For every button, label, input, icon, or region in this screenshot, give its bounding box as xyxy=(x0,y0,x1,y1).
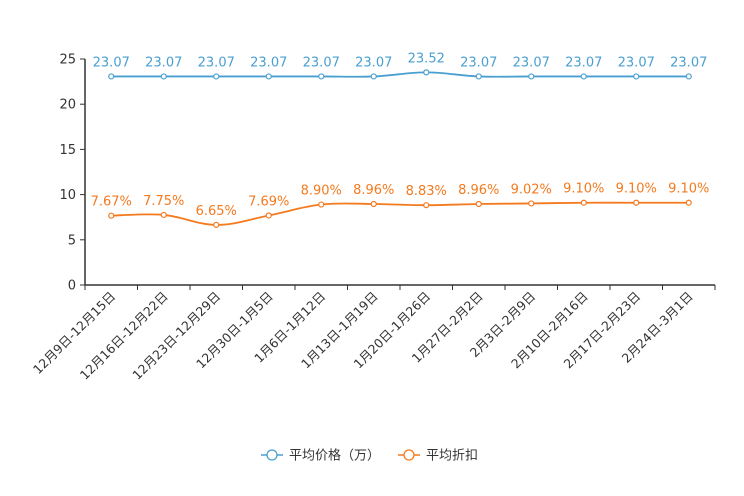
data-label: 8.83% xyxy=(406,184,447,199)
data-point[interactable] xyxy=(685,73,692,80)
data-label: 23.07 xyxy=(355,55,392,70)
legend-item-0[interactable]: 平均价格（万） xyxy=(261,448,380,464)
data-label: 8.96% xyxy=(458,183,499,198)
data-point[interactable] xyxy=(528,73,535,80)
data-point[interactable] xyxy=(265,212,272,219)
data-label: 23.07 xyxy=(198,55,235,70)
legend-item-1[interactable]: 平均折扣 xyxy=(398,449,478,464)
data-point[interactable] xyxy=(528,200,535,207)
data-label: 8.96% xyxy=(353,183,394,198)
axes xyxy=(84,59,715,286)
data-point[interactable] xyxy=(318,73,325,80)
data-label: 23.07 xyxy=(460,55,497,70)
data-label: 9.10% xyxy=(563,182,604,197)
data-point[interactable] xyxy=(475,200,482,208)
data-label: 23.07 xyxy=(618,55,655,70)
legend-marker-icon xyxy=(403,449,415,461)
data-point[interactable] xyxy=(160,73,167,80)
data-label: 7.75% xyxy=(143,194,184,209)
y-tick-label: 10 xyxy=(59,188,76,203)
series-line-1 xyxy=(111,201,689,226)
data-label: 23.07 xyxy=(93,55,130,70)
data-label: 23.07 xyxy=(145,55,182,70)
data-point[interactable] xyxy=(108,212,115,219)
data-label: 23.07 xyxy=(303,55,340,70)
data-label: 23.52 xyxy=(408,51,445,66)
legend-label: 平均折扣 xyxy=(426,449,478,464)
series-layer: 23.07 23.07 23.07 23.07 23.07 23.07 23.52 23.07… xyxy=(91,51,709,228)
data-label: 7.67% xyxy=(91,195,132,210)
x-axis-ticks: 12月9日-12月15日12月16日-12月22日12月23日-12月29日12… xyxy=(30,285,716,383)
y-axis-ticks: 0 5 10 15 20 25 xyxy=(59,53,85,294)
data-point[interactable] xyxy=(423,69,430,76)
data-point[interactable] xyxy=(580,199,587,206)
data-point[interactable] xyxy=(685,199,692,206)
data-point[interactable] xyxy=(160,211,167,219)
y-tick-label: 25 xyxy=(59,53,76,68)
data-point[interactable] xyxy=(265,73,272,80)
data-label: 23.07 xyxy=(565,55,602,70)
x-tick-label: 12月16日-12月22日 xyxy=(77,289,171,383)
data-point[interactable] xyxy=(370,200,377,208)
series-line-0 xyxy=(111,71,689,78)
data-point[interactable] xyxy=(318,201,325,208)
data-point[interactable] xyxy=(108,73,115,80)
data-point[interactable] xyxy=(580,73,587,80)
data-point[interactable] xyxy=(213,73,220,80)
data-label: 9.10% xyxy=(616,182,657,197)
data-point[interactable] xyxy=(213,221,220,228)
y-tick-label: 0 xyxy=(68,279,76,294)
data-label: 9.10% xyxy=(668,182,709,197)
y-tick-label: 20 xyxy=(59,98,76,113)
data-label: 6.65% xyxy=(196,204,237,219)
legend[interactable]: 平均价格（万） 平均折扣 xyxy=(261,448,478,464)
data-label: 9.02% xyxy=(511,182,552,197)
data-label: 23.07 xyxy=(513,55,550,70)
data-point[interactable] xyxy=(475,73,482,80)
data-label: 7.69% xyxy=(248,194,289,209)
data-point[interactable] xyxy=(633,73,640,80)
data-point[interactable] xyxy=(423,202,430,209)
data-point[interactable] xyxy=(370,73,377,80)
data-label: 23.07 xyxy=(250,55,287,70)
y-tick-label: 15 xyxy=(59,143,76,158)
y-tick-label: 5 xyxy=(68,233,76,248)
legend-marker-icon xyxy=(266,449,278,461)
data-label: 8.90% xyxy=(301,184,342,199)
x-tick-label: 12月23日-12月29日 xyxy=(129,289,223,383)
data-label: 23.07 xyxy=(670,55,707,70)
data-point[interactable] xyxy=(633,199,640,206)
legend-label: 平均价格（万） xyxy=(289,448,380,464)
